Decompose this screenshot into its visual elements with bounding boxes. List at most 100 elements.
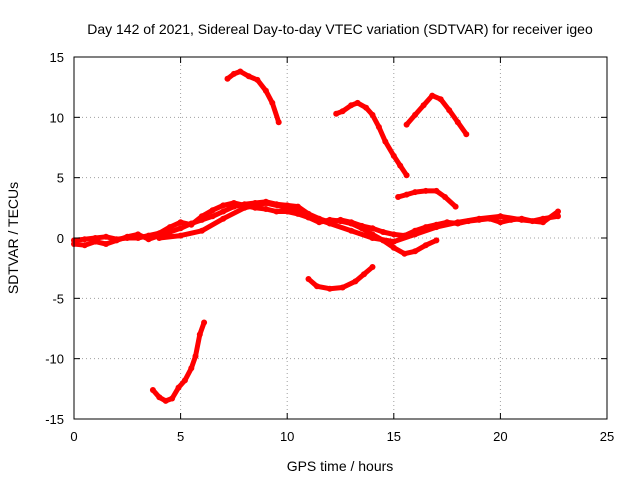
data-point xyxy=(326,285,333,292)
data-point xyxy=(326,220,333,227)
data-point xyxy=(162,397,169,404)
data-point xyxy=(188,221,195,228)
data-point xyxy=(369,235,376,241)
series-arc-4-6-neg xyxy=(150,320,207,404)
data-point xyxy=(273,208,280,215)
data-point xyxy=(375,124,382,130)
data-point xyxy=(284,204,291,211)
data-point xyxy=(169,395,176,402)
data-point xyxy=(269,99,276,106)
data-point xyxy=(395,194,402,200)
data-point xyxy=(333,110,340,117)
data-point xyxy=(237,68,244,75)
data-point xyxy=(369,264,376,270)
data-point xyxy=(177,232,184,239)
data-point xyxy=(382,138,389,145)
data-point xyxy=(220,208,227,215)
data-point xyxy=(177,219,184,226)
y-axis-label: SDTVAR / TECUs xyxy=(5,182,21,294)
x-axis-label: GPS time / hours xyxy=(287,458,394,474)
data-point xyxy=(262,206,269,212)
data-point xyxy=(446,107,453,114)
x-tick-label: 0 xyxy=(70,429,77,444)
data-point xyxy=(245,73,252,80)
data-point xyxy=(369,111,376,118)
chart-title: Day 142 of 2021, Sidereal Day-to-day VTE… xyxy=(87,21,593,37)
series-main-band-c xyxy=(156,200,561,245)
data-point xyxy=(177,225,184,232)
data-point xyxy=(314,283,320,290)
data-point xyxy=(201,319,208,326)
data-point xyxy=(198,213,205,220)
data-point xyxy=(454,119,461,126)
data-point xyxy=(262,200,269,206)
data-point xyxy=(181,377,188,384)
data-point xyxy=(230,70,237,77)
data-point xyxy=(135,235,141,241)
data-point xyxy=(124,235,131,241)
data-point xyxy=(156,394,163,401)
data-point xyxy=(518,216,525,223)
series-arc-7-10 xyxy=(225,69,282,125)
data-point xyxy=(422,242,429,249)
data-point xyxy=(241,204,248,211)
data-point xyxy=(412,248,419,255)
data-point xyxy=(209,213,216,220)
data-point xyxy=(224,75,231,82)
y-tick-label: 10 xyxy=(50,110,64,125)
data-point xyxy=(397,162,404,169)
data-point xyxy=(422,187,429,194)
data-point xyxy=(352,278,359,285)
data-point xyxy=(412,189,419,196)
data-point xyxy=(145,232,152,239)
data-point xyxy=(420,102,427,109)
data-point xyxy=(429,92,436,99)
data-point xyxy=(275,119,282,126)
data-point xyxy=(390,244,397,251)
data-point xyxy=(198,227,205,234)
data-point xyxy=(220,202,227,209)
data-point xyxy=(175,384,182,391)
data-point xyxy=(403,172,410,179)
data-point xyxy=(294,203,301,210)
data-point xyxy=(442,194,448,200)
data-point xyxy=(358,225,365,232)
data-point xyxy=(390,238,397,245)
data-point xyxy=(339,284,346,291)
data-point xyxy=(305,213,312,220)
data-point xyxy=(81,236,88,243)
data-series xyxy=(71,68,561,404)
data-point xyxy=(555,208,561,215)
x-tick-label: 5 xyxy=(177,429,184,444)
data-point xyxy=(81,242,88,249)
data-point xyxy=(209,207,216,214)
data-point xyxy=(540,219,546,226)
data-point xyxy=(401,250,408,257)
y-tick-label: -10 xyxy=(45,352,64,367)
data-point xyxy=(354,99,361,106)
data-point xyxy=(390,152,397,159)
data-point xyxy=(156,230,163,237)
y-tick-label: -5 xyxy=(52,291,64,306)
data-point xyxy=(433,237,440,244)
data-point xyxy=(497,219,504,226)
data-point xyxy=(92,235,99,241)
data-point xyxy=(361,271,367,278)
axis-ticks: 0 5 10 15 20 25 -15 -10 -5 0 5 10 15 xyxy=(45,50,614,444)
data-point xyxy=(156,235,163,241)
data-point xyxy=(454,219,461,226)
data-point xyxy=(433,187,440,194)
data-point xyxy=(348,102,355,109)
data-point xyxy=(369,225,376,232)
x-tick-label: 15 xyxy=(387,429,401,444)
data-point xyxy=(103,241,109,247)
data-point xyxy=(412,111,419,118)
data-point xyxy=(188,365,195,372)
y-tick-label: -15 xyxy=(45,412,64,427)
data-point xyxy=(192,353,199,360)
data-point xyxy=(230,200,237,206)
data-point xyxy=(452,203,459,210)
data-point xyxy=(433,224,440,231)
data-point xyxy=(380,229,387,235)
